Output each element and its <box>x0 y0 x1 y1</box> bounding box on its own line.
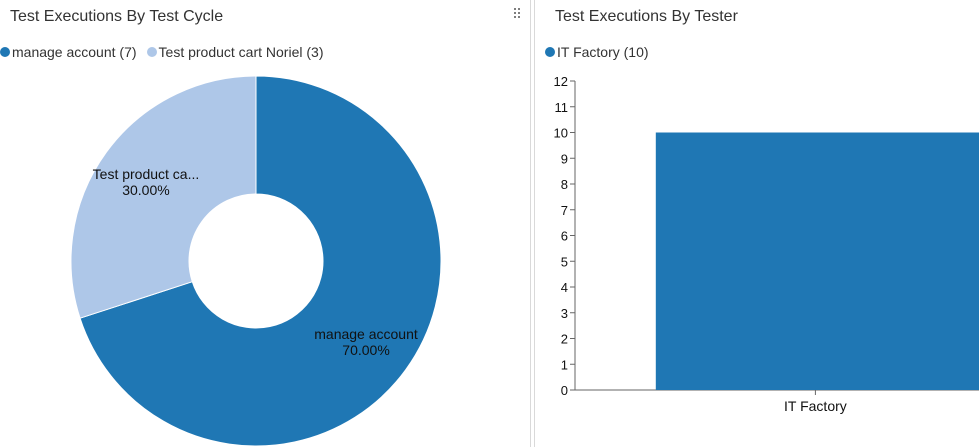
y-tick-label: 4 <box>561 280 568 295</box>
bar[interactable] <box>655 132 979 391</box>
y-tick-label: 8 <box>561 177 568 192</box>
y-tick-label: 3 <box>561 306 568 321</box>
y-tick-label: 2 <box>561 332 568 347</box>
panel-title: Test Executions By Tester <box>555 8 738 25</box>
y-tick-label: 12 <box>554 74 568 89</box>
y-tick-label: 0 <box>561 383 568 398</box>
y-tick-label: 9 <box>561 151 568 166</box>
legend-marker <box>0 47 10 57</box>
y-tick-label: 11 <box>555 100 569 115</box>
panel-divider <box>534 0 535 447</box>
legend-label: IT Factory (10) <box>557 44 649 60</box>
test-cycle-panel: Test Executions By Test Cycle manage acc… <box>0 8 442 447</box>
legend-label: manage account (7) <box>12 44 137 60</box>
slice-label: Test product ca... <box>93 166 200 182</box>
y-tick-label: 7 <box>561 203 568 218</box>
slice-percent: 30.00% <box>122 182 169 198</box>
x-tick-label: IT Factory <box>784 398 847 414</box>
legend-item[interactable]: IT Factory (10) <box>545 44 649 60</box>
panel-divider <box>530 0 531 447</box>
legend-marker <box>146 47 157 57</box>
tester-panel: Test Executions By Tester IT Factory (10… <box>536 0 979 447</box>
legend-item[interactable]: Test product cart Noriel (3) <box>146 44 324 60</box>
pie-slice[interactable] <box>70 75 257 319</box>
slice-label: manage account <box>314 326 418 342</box>
y-tick-label: 1 <box>561 357 568 372</box>
pie-slice[interactable] <box>79 75 442 447</box>
y-tick-label: 10 <box>554 126 568 141</box>
pie-legend: manage account (7) Test product cart Nori… <box>0 44 333 60</box>
y-tick-label: 6 <box>561 229 568 244</box>
panel-title: Test Executions By Test Cycle <box>10 8 224 25</box>
legend-item[interactable]: manage account (7) <box>0 44 137 60</box>
y-tick-label: 5 <box>561 254 568 269</box>
legend-marker <box>545 47 555 57</box>
legend-label: Test product cart Noriel (3) <box>158 44 324 60</box>
drag-handle-icon[interactable] <box>514 8 524 20</box>
bar-legend: IT Factory (10) <box>545 44 659 60</box>
slice-percent: 70.00% <box>342 342 389 358</box>
